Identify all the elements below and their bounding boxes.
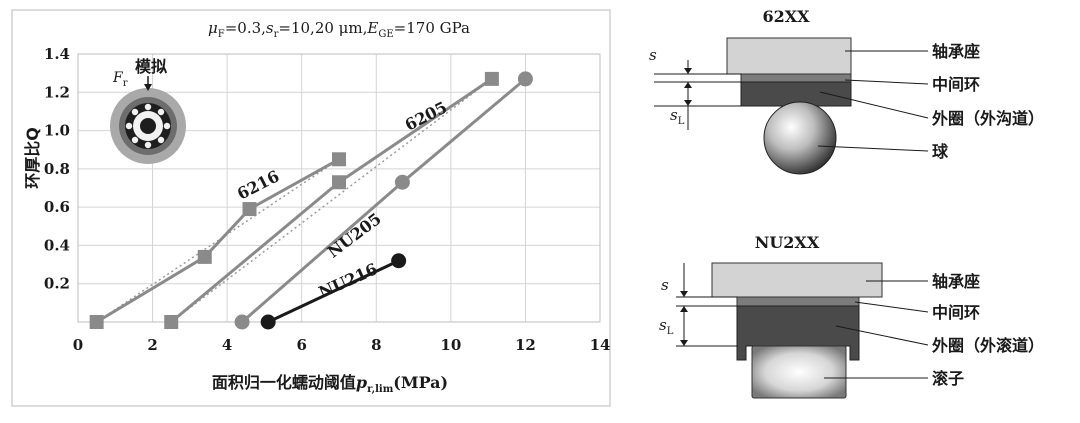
dim-s-62xx: s (649, 46, 657, 64)
y-tick-label: 1.4 (44, 45, 70, 63)
intermediate-ring-62xx (740, 73, 852, 83)
data-point (260, 314, 276, 330)
chart-title: μF=0.3,sr=10,20 μm,EGE=170 GPa (208, 19, 470, 40)
y-tick-label: 0.8 (44, 160, 70, 178)
x-tick-label: 10 (440, 336, 461, 354)
series-line-6216 (95, 157, 340, 324)
diagram-nu2xx: NU2XX s sL 轴承座 中间环 外圈（外滚道） 滚子 (659, 233, 1044, 399)
dim-sl-nu2xx: sL (659, 316, 674, 337)
diagram-nu2xx-title: NU2XX (755, 233, 820, 252)
label-roller: 滚子 (932, 369, 964, 388)
chart-frame (11, 9, 611, 407)
data-point (517, 71, 533, 87)
data-point (332, 152, 346, 167)
ball (763, 101, 837, 175)
label-outer-62xx: 外圈（外沟道） (931, 109, 1044, 128)
data-point (164, 315, 179, 329)
x-tick-label: 14 (590, 336, 611, 354)
x-tick-label: 6 (296, 336, 306, 354)
plot-border (77, 53, 601, 323)
x-tick-label: 0 (73, 336, 83, 354)
inset-bearing (110, 76, 186, 164)
data-point (234, 314, 250, 330)
y-tick-label: 0.2 (44, 275, 70, 293)
dim-s-nu2xx: s (661, 276, 669, 294)
diagram-62xx-title: 62XX (762, 7, 810, 26)
data-point (332, 175, 346, 190)
label-outer-nu2xx: 外圈（外滚道） (931, 336, 1044, 355)
y-tick-label: 1.2 (44, 83, 70, 101)
x-tick-label: 8 (371, 336, 381, 354)
x-tick-label: 12 (515, 336, 536, 354)
intermediate-ring-nu2xx (736, 296, 860, 307)
inset-label: 模拟 (135, 57, 167, 76)
data-point (242, 202, 257, 217)
diagram-62xx: 62XX s sL 轴承座 中间环 外圈（外沟道） 球 (649, 7, 1044, 175)
y-axis-label: 环厚比Q (23, 127, 42, 189)
label-housing-62xx: 轴承座 (932, 42, 980, 61)
data-point (394, 174, 410, 190)
label-intermediate-62xx: 中间环 (932, 75, 980, 94)
data-point (197, 249, 212, 264)
dim-sl-62xx: sL (670, 106, 685, 127)
fit-line-6205 (170, 78, 493, 323)
y-tick-label: 0.6 (44, 198, 70, 216)
y-tick-label: 1.0 (44, 122, 70, 140)
x-tick-label: 2 (147, 336, 157, 354)
y-tick-label: 0.4 (44, 236, 70, 254)
data-point (391, 253, 407, 269)
plot-area: 0 2 4 6 8 10 12 140.20.40.60.81.01.21.462166205… (44, 45, 611, 354)
x-axis-label: 面积归一化蠕动阈值pr,lim(MPa) (212, 373, 448, 395)
label-ball: 球 (932, 142, 949, 161)
housing-nu2xx (711, 262, 883, 298)
housing-62xx (726, 37, 852, 75)
inset-force-label: Fr (112, 70, 128, 89)
x-tick-label: 4 (222, 336, 232, 354)
outer-ring-nu2xx (736, 305, 860, 361)
fit-line-6216 (96, 158, 340, 323)
series-line-nu216 (267, 259, 400, 324)
data-point (484, 71, 499, 86)
label-intermediate-nu2xx: 中间环 (932, 303, 980, 322)
roller (751, 345, 847, 399)
label-housing-nu2xx: 轴承座 (932, 272, 980, 291)
data-point (89, 315, 104, 329)
